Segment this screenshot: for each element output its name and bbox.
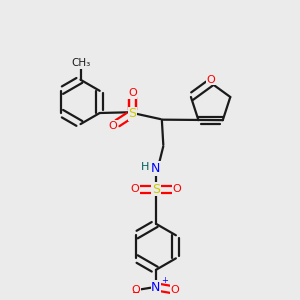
Text: O: O [131,184,140,194]
Text: O: O [172,184,181,194]
Text: +: + [161,276,168,285]
Text: O: O [171,285,179,295]
Text: −: − [132,289,140,298]
Text: S: S [128,107,136,120]
Text: O: O [131,285,140,295]
Text: S: S [152,183,160,196]
Text: O: O [109,121,117,130]
Text: CH₃: CH₃ [71,58,90,68]
Text: N: N [151,162,160,175]
Text: O: O [128,88,136,98]
Text: O: O [206,75,215,85]
Text: N: N [151,281,160,294]
Text: H: H [140,162,149,172]
